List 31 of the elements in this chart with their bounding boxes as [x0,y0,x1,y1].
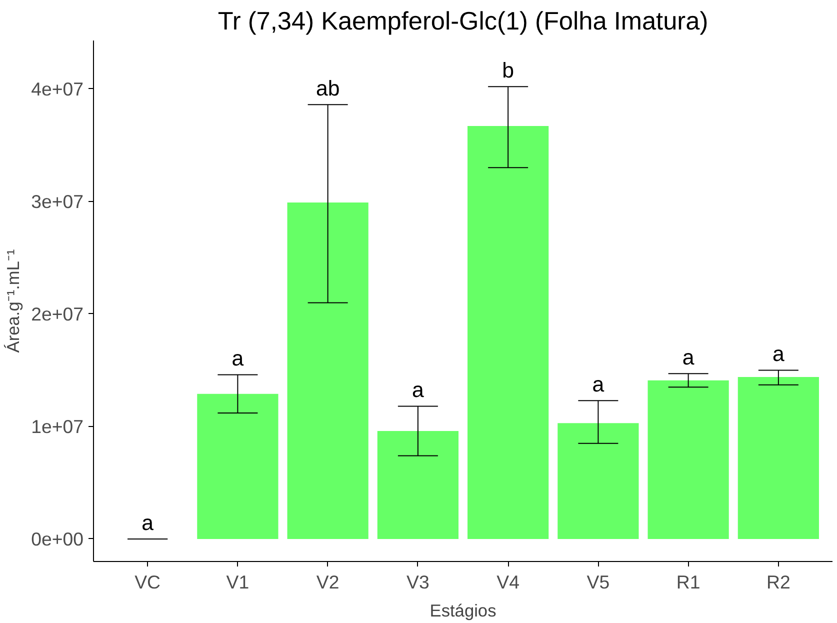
bar [648,380,729,539]
x-tick-label: R1 [676,572,700,592]
annotation: a [142,510,154,535]
x-tick-label: V4 [496,572,520,592]
y-tick-label: 1e+07 [31,416,84,437]
annotation: a [412,378,424,402]
y-tick-label: 0e+00 [31,528,84,550]
x-tick-label: V3 [406,572,430,592]
y-axis-title: Área.g⁻¹.mL⁻¹ [3,249,24,353]
annotation: a [682,346,694,370]
y-tick-label: 4e+07 [31,78,84,100]
annotation: a [772,342,784,366]
bar [197,394,278,539]
bar [738,376,819,539]
annotation: a [232,346,244,371]
chart-title: Tr (7,34) Kaempferol-Glc(1) (Folha Imatura) [218,8,708,36]
bar [558,423,639,539]
bar [468,126,549,539]
x-tick-label: V2 [316,572,340,592]
x-axis-title: Estágios [430,600,497,620]
x-tick-label: V5 [586,572,610,592]
bar [377,430,458,539]
annotation: a [592,372,604,397]
bar [287,202,368,539]
x-tick-label: R2 [766,572,790,592]
y-tick-label: 2e+07 [31,303,84,324]
x-tick-label: VC [134,572,161,592]
annotation: ab [316,76,340,101]
y-tick-label: 3e+07 [31,190,84,212]
x-tick-label: V1 [226,572,250,592]
annotation: b [502,58,514,83]
